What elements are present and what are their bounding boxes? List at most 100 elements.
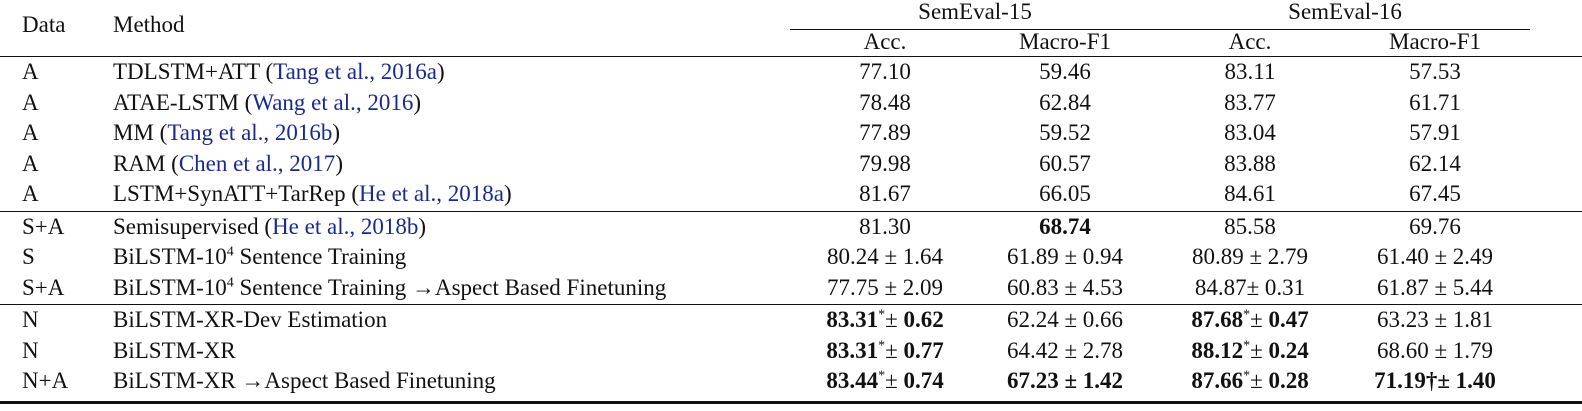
value-cell: 84.61 [1224, 181, 1276, 206]
rule [0, 304, 1582, 306]
value-cell: 61.71 [1409, 89, 1461, 115]
value-cell: 71.19†± 1.40 [1374, 366, 1496, 396]
text-segment: * [878, 337, 886, 353]
text-segment: ) [436, 59, 445, 84]
value-cell: 85.58 [1224, 213, 1276, 239]
header-cell: Method [113, 12, 185, 37]
method-cell: BiLSTM-XR →Aspect Based Finetuning [113, 366, 496, 396]
value-cell: 87.66*± 0.28 [1191, 366, 1308, 396]
text-segment: 83.31 [826, 307, 879, 332]
value-cell: 83.31*± 0.62 [826, 305, 943, 335]
data-cell: A [22, 120, 39, 145]
text-segment: * [1243, 337, 1251, 353]
text-segment: 0.62 [903, 307, 944, 332]
text-segment: 68.74 [1039, 213, 1091, 239]
text-segment: BiLSTM-XR →Aspect Based Finetuning [113, 368, 496, 393]
text-segment: Sentence Training →Aspect Based Finetuni… [233, 274, 667, 300]
method-cell: RAM (Chen et al., 2017) [113, 149, 343, 179]
value-cell: 57.53 [1409, 59, 1461, 84]
value-cell: 59.46 [1039, 59, 1091, 84]
text-segment: * [1243, 307, 1251, 323]
data-cell: A [22, 150, 39, 176]
text-segment: Sentence Training [233, 244, 407, 269]
text-segment: 0.47 [1268, 307, 1309, 332]
text-segment: 87.68 [1191, 307, 1244, 332]
text-segment: LSTM+SynATT+TarRep ( [113, 181, 360, 206]
text-segment: ± [1250, 307, 1269, 332]
text-segment: 87.66 [1191, 368, 1244, 393]
value-cell: 83.77 [1224, 89, 1276, 115]
value-cell: 61.87 ± 5.44 [1376, 274, 1494, 300]
value-cell: 83.31*± 0.77 [826, 336, 943, 366]
text-segment: ) [335, 150, 343, 176]
text-segment: ± [1250, 337, 1269, 363]
data-cell: S [22, 244, 35, 269]
text-segment: ) [418, 213, 426, 239]
value-cell: 77.10 [859, 59, 911, 84]
value-cell: 79.98 [859, 150, 911, 176]
value-cell: 60.57 [1039, 150, 1091, 176]
value-cell: 84.87± 0.31 [1194, 274, 1306, 300]
data-cell: A [22, 89, 39, 115]
method-cell: BiLSTM-XR [113, 336, 236, 366]
data-cell: S+A [22, 213, 65, 239]
value-cell: 87.68*± 0.47 [1191, 305, 1308, 335]
text-segment: Tang et al., 2016a [273, 59, 437, 84]
text-segment: Wang et al., 2016 [252, 89, 414, 115]
value-cell: 62.84 [1039, 89, 1091, 115]
text-segment: ± [1250, 368, 1269, 393]
value-cell: 64.42 ± 2.78 [1006, 337, 1124, 363]
value-cell: 60.83 ± 4.53 [1006, 274, 1124, 300]
method-cell: BiLSTM-XR-Dev Estimation [113, 305, 387, 335]
text-segment: Tang et al., 2016b [167, 120, 333, 145]
text-segment: 4 [226, 274, 234, 290]
value-cell: 77.75 ± 2.09 [826, 274, 944, 300]
group-header: SemEval-15 [918, 0, 1032, 24]
data-cell: A [22, 59, 39, 84]
text-segment: 67.23 ± 1.42 [1006, 368, 1124, 393]
text-segment: 83.31 [826, 337, 879, 363]
text-segment: BiLSTM-XR-Dev Estimation [113, 307, 388, 332]
method-cell: MM (Tang et al., 2016b) [113, 118, 340, 148]
text-segment: ± [885, 368, 904, 393]
value-cell: 63.23 ± 1.81 [1376, 307, 1494, 332]
data-cell: N [22, 307, 39, 332]
text-segment: ) [332, 120, 341, 145]
value-cell: 78.48 [859, 89, 911, 115]
data-cell: A [22, 181, 39, 206]
value-cell: 83.11 [1224, 59, 1276, 84]
value-cell: 80.24 ± 1.64 [826, 244, 944, 269]
method-cell: BiLSTM-104 Sentence Training [113, 242, 406, 272]
text-segment: ) [504, 181, 512, 206]
data-cell: N [22, 337, 39, 363]
text-segment: He et al., 2018a [359, 181, 504, 206]
text-segment: He et al., 2018b [272, 213, 419, 239]
value-cell: 67.23 ± 1.42 [1007, 366, 1123, 396]
value-cell: 69.76 [1409, 213, 1461, 239]
data-cell: N+A [22, 368, 69, 393]
text-segment: 88.12 [1191, 337, 1244, 363]
value-cell: 57.91 [1409, 120, 1461, 145]
value-cell: 80.89 ± 2.79 [1191, 244, 1309, 269]
text-segment: 0.28 [1268, 368, 1309, 393]
text-segment: 0.24 [1268, 337, 1309, 363]
method-cell: LSTM+SynATT+TarRep (He et al., 2018a) [113, 179, 512, 209]
method-cell: TDLSTM+ATT (Tang et al., 2016a) [113, 57, 445, 87]
value-cell: 62.24 ± 0.66 [1006, 307, 1124, 332]
text-segment: ) [413, 89, 422, 115]
text-segment: ± [885, 337, 904, 363]
text-segment: BiLSTM-XR [113, 337, 236, 363]
column-header: Acc. [863, 29, 907, 54]
text-segment: 4 [226, 244, 234, 260]
column-header: Macro-F1 [1019, 29, 1111, 54]
value-cell: 62.14 [1409, 150, 1461, 176]
text-segment: TDLSTM+ATT ( [113, 59, 274, 84]
text-segment: BiLSTM-10 [113, 244, 227, 269]
method-cell: BiLSTM-104 Sentence Training →Aspect Bas… [113, 273, 666, 303]
value-cell: 77.89 [859, 120, 911, 145]
text-segment: 83.44 [826, 368, 879, 393]
value-cell: 68.60 ± 1.79 [1376, 337, 1494, 363]
text-segment: 0.74 [903, 368, 944, 393]
column-header: Macro-F1 [1389, 29, 1481, 54]
value-cell: 61.40 ± 2.49 [1376, 244, 1494, 269]
